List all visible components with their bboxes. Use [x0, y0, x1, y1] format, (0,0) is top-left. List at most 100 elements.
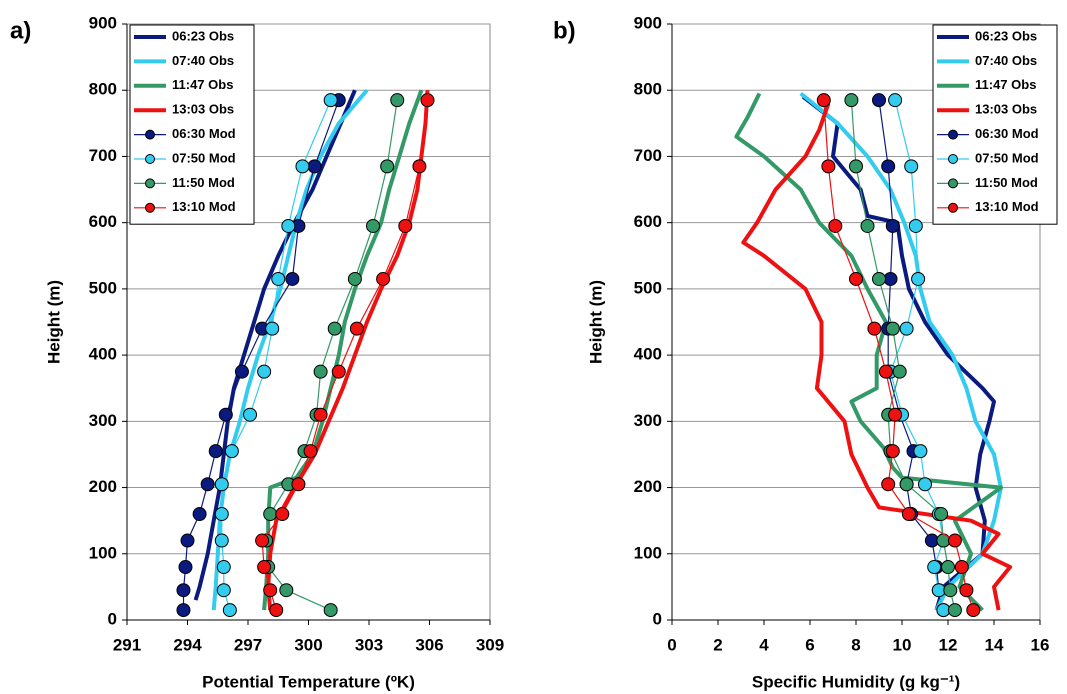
- model-point: [327, 321, 342, 336]
- model-point: [265, 321, 280, 336]
- y-tick-label: 0: [653, 609, 662, 628]
- panel-label: a): [10, 17, 31, 44]
- model-point: [178, 560, 193, 575]
- model-point: [214, 533, 229, 548]
- model-point: [904, 159, 919, 174]
- model-point: [941, 560, 955, 575]
- model-point: [380, 159, 395, 174]
- y-tick-label: 600: [634, 212, 662, 231]
- model-point: [816, 93, 831, 108]
- model-point: [291, 477, 306, 492]
- model-point: [192, 507, 207, 522]
- model-point: [888, 407, 903, 422]
- legend-label: 11:50 Mod: [172, 175, 235, 190]
- legend-marker: [948, 178, 958, 189]
- legend-marker: [948, 202, 958, 213]
- model-point: [218, 407, 233, 422]
- model-point: [222, 603, 237, 618]
- model-point: [323, 93, 338, 108]
- legend-label: 13:03 Obs: [975, 102, 1037, 117]
- model-point: [908, 218, 923, 233]
- y-tick-label: 200: [634, 477, 662, 496]
- model-point: [216, 583, 231, 598]
- model-point: [271, 271, 286, 286]
- model-point: [257, 560, 272, 575]
- model-point: [208, 444, 223, 459]
- model-point: [934, 507, 949, 522]
- model-point: [872, 93, 886, 108]
- model-point: [176, 583, 191, 598]
- x-tick-label: 4: [759, 635, 769, 654]
- model-point: [214, 507, 229, 522]
- model-point: [878, 364, 893, 379]
- x-tick-label: 16: [1031, 635, 1050, 654]
- model-point: [295, 159, 310, 174]
- model-point: [255, 533, 270, 548]
- series: [176, 93, 346, 618]
- legend: 06:23 Obs 07:40 Obs 11:47 Obs 13:03 Obs 06:3…: [129, 24, 255, 225]
- model-point: [180, 533, 195, 548]
- legend-label: 07:40 Obs: [172, 53, 234, 68]
- model-point: [398, 218, 413, 233]
- model-point: [849, 159, 863, 174]
- x-tick-label: 291: [113, 635, 141, 654]
- series: [255, 93, 435, 618]
- model-point: [234, 364, 249, 379]
- model-point: [913, 444, 928, 459]
- x-tick-label: 6: [805, 635, 814, 654]
- y-tick-label: 800: [89, 80, 117, 99]
- model-point: [269, 603, 284, 618]
- model-point: [331, 364, 346, 379]
- x-tick-label: 10: [893, 635, 912, 654]
- y-tick-label: 100: [634, 543, 662, 562]
- model-point: [257, 364, 272, 379]
- legend-label: 07:50 Mod: [975, 150, 1039, 165]
- y-tick-label: 300: [634, 411, 662, 430]
- obs-line: [193, 89, 357, 601]
- model-point: [420, 93, 435, 108]
- series: [214, 93, 338, 618]
- x-tick-label: 300: [294, 635, 322, 654]
- model-point: [216, 560, 231, 575]
- model-point: [888, 93, 903, 108]
- model-point: [200, 477, 215, 492]
- legend-box: [129, 24, 255, 225]
- model-point: [313, 407, 328, 422]
- model-point: [366, 218, 381, 233]
- series: [816, 93, 981, 618]
- model-point: [821, 159, 836, 174]
- model-point: [176, 603, 191, 618]
- model-point: [885, 218, 900, 233]
- y-tick-label: 900: [89, 13, 117, 32]
- y-tick-label: 300: [89, 411, 117, 430]
- x-tick-label: 303: [355, 635, 383, 654]
- obs-line: [741, 102, 1013, 611]
- model-point: [243, 407, 258, 422]
- y-axis-label: Height (m): [586, 280, 605, 364]
- legend-label: 13:10 Mod: [172, 199, 236, 214]
- x-tick-label: 8: [851, 635, 860, 654]
- y-tick-label: 200: [89, 477, 117, 496]
- model-point: [323, 603, 338, 618]
- y-tick-label: 500: [634, 278, 662, 297]
- model-point: [275, 507, 290, 522]
- model-point: [307, 159, 322, 174]
- series: [734, 92, 1003, 612]
- legend-box: [932, 24, 1058, 225]
- x-tick-label: 12: [939, 635, 958, 654]
- legend-marker: [948, 154, 958, 164]
- model-point: [347, 271, 362, 286]
- legend-label: 11:47 Obs: [172, 77, 233, 92]
- legend-label: 11:47 Obs: [975, 77, 1036, 92]
- x-tick-label: 14: [985, 635, 1004, 654]
- model-point: [881, 159, 896, 174]
- model-point: [892, 364, 907, 379]
- legend-label: 06:30 Mod: [975, 126, 1039, 141]
- panel-label: b): [553, 17, 576, 44]
- model-point: [214, 477, 229, 492]
- x-tick-label: 309: [476, 635, 504, 654]
- model-point: [927, 560, 942, 575]
- model-point: [849, 271, 863, 286]
- model-point: [224, 444, 239, 459]
- y-tick-label: 600: [89, 212, 117, 231]
